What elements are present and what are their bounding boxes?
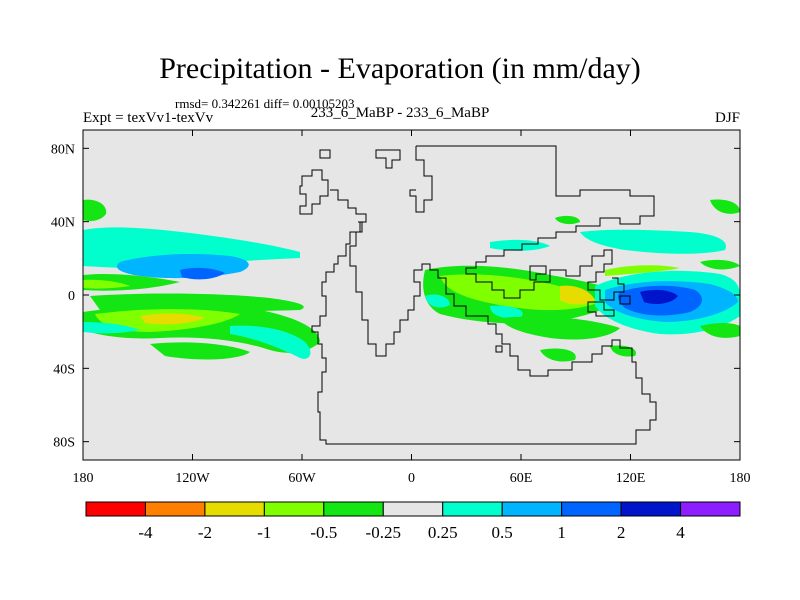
field-layer xyxy=(83,199,740,362)
contour-green-west-north1 xyxy=(83,199,107,222)
contour-green-east-north2 xyxy=(710,199,740,214)
colorbar-swatch xyxy=(85,501,146,517)
colorbar-label: -1 xyxy=(257,523,271,542)
colorbar-label: 0.5 xyxy=(492,523,513,542)
colorbar-swatch xyxy=(323,501,384,517)
colorbar-label: 1 xyxy=(557,523,566,542)
contour-cyan-west-south-tip xyxy=(83,322,140,334)
x-tick-label: 120W xyxy=(175,471,210,486)
contour-green-pacific-ring xyxy=(605,265,680,276)
experiment-label: Expt = texVv1-texVv xyxy=(83,110,214,126)
contour-green-west-south-arc xyxy=(150,342,250,360)
colorbar: -4 -2 -1 -0.5 -0.25 0.25 0.5 1 2 4 xyxy=(85,501,741,542)
contour-green-east-south xyxy=(500,316,620,340)
y-tick-label: 40S xyxy=(53,362,75,377)
coastline-west-continent xyxy=(299,149,657,445)
coastline-eurasia xyxy=(409,145,655,301)
case-label: 233_6_MaBP - 233_6_MaBP xyxy=(310,105,490,121)
colorbar-label: -0.5 xyxy=(310,523,337,542)
x-tick-label: 120E xyxy=(616,471,646,486)
y-tick-label: 0 xyxy=(68,289,75,304)
contour-cyan-east-small xyxy=(490,305,523,319)
x-tick-label: 60W xyxy=(288,471,316,486)
coastline-maritime xyxy=(495,295,631,353)
contour-cyan-west-north xyxy=(83,227,300,269)
contour-cyan-east-left xyxy=(425,294,450,308)
contour-green-east-south2 xyxy=(540,348,576,362)
coastlines xyxy=(299,145,657,445)
y-tick-label: 80S xyxy=(53,436,75,451)
contour-yellow-east xyxy=(560,285,595,305)
colorbar-swatch xyxy=(501,501,563,517)
contour-darkblue-pacific xyxy=(640,289,678,304)
colorbar-swatch xyxy=(561,501,622,517)
colorbar-label: 2 xyxy=(617,523,626,542)
x-tick-label: 180 xyxy=(730,471,751,486)
x-tick-label: 60E xyxy=(510,471,533,486)
colorbar-swatch xyxy=(144,501,206,517)
colorbar-swatch xyxy=(204,501,265,517)
season-label: DJF xyxy=(714,110,740,126)
contour-cyan-west-south xyxy=(230,325,311,359)
colorbar-swatch xyxy=(680,501,741,517)
contour-blue-west-north xyxy=(180,267,225,280)
colorbar-label: 0.25 xyxy=(428,523,458,542)
colorbar-swatch xyxy=(263,501,325,517)
contour-cyan-east-north xyxy=(580,229,726,254)
contour-green-pacific-south xyxy=(700,323,740,338)
contour-cyan-east-north2 xyxy=(490,239,550,251)
x-tick-label: 0 xyxy=(408,471,415,486)
colorbar-swatch xyxy=(442,501,503,517)
colorbar-label: -4 xyxy=(138,523,153,542)
coastline-greenland xyxy=(375,149,401,169)
stats-text: rmsd= 0.342261 diff= 0.00105203 xyxy=(175,96,355,111)
colorbar-label: 4 xyxy=(676,523,685,542)
contour-lightgreen-west-north xyxy=(83,279,130,289)
colorbar-label: -2 xyxy=(198,523,212,542)
colorbar-label: -0.25 xyxy=(366,523,401,542)
colorbar-swatch xyxy=(620,501,682,517)
colorbar-swatch xyxy=(382,501,444,517)
axis-layer: 180 120W 60W 0 60E 120E 180 80N 40N 0 40S 80S xyxy=(51,130,751,486)
y-tick-label: 40N xyxy=(51,216,75,231)
contour-yellow-west-south xyxy=(140,313,205,325)
y-tick-label: 80N xyxy=(51,142,75,157)
contour-green-east-north xyxy=(555,215,580,225)
contour-green-east-north3 xyxy=(700,259,740,270)
chart-title: Precipitation - Evaporation (in mm/day) xyxy=(159,52,641,85)
coastline-arabia xyxy=(529,265,547,281)
x-tick-label: 180 xyxy=(73,471,94,486)
